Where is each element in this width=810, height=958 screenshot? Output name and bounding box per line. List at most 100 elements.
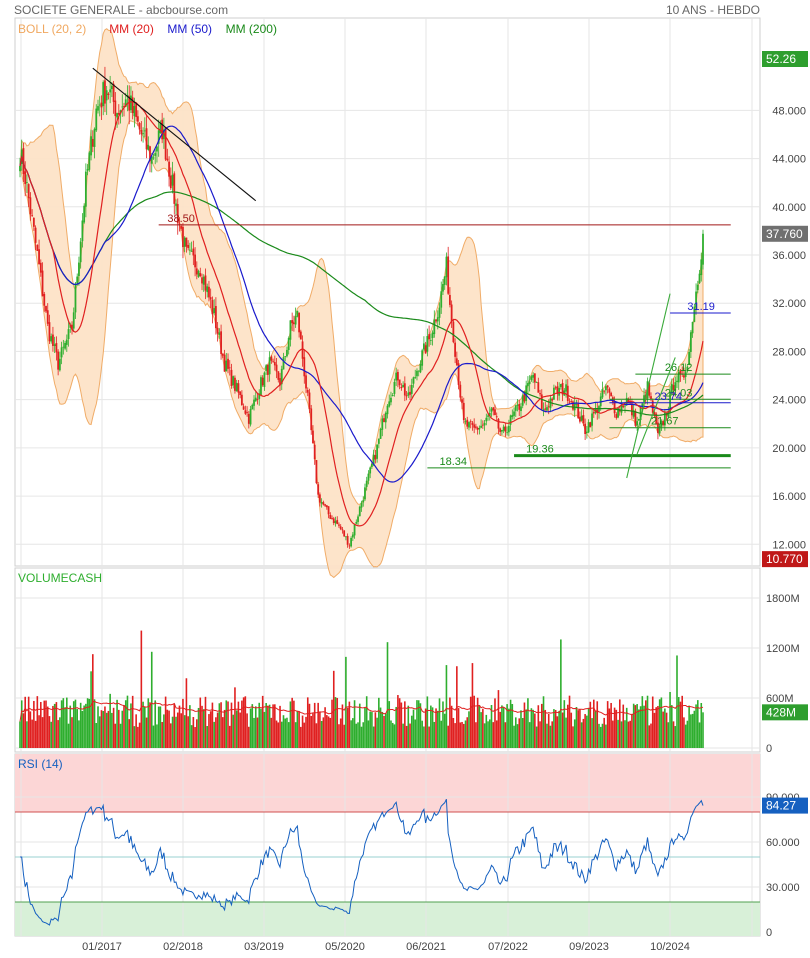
volume-bar [520, 710, 522, 748]
candle-body [700, 259, 703, 276]
candle-body [346, 535, 349, 545]
volume-bar [638, 709, 640, 748]
candle-body [624, 405, 626, 407]
rsi-tick-label: 0 [766, 927, 772, 939]
volume-bar [59, 717, 61, 748]
candle-body [123, 106, 125, 108]
candle-body [689, 332, 692, 352]
candle-body [97, 106, 99, 111]
volume-bar [60, 700, 63, 748]
volume-bar [386, 642, 389, 748]
volume-bar [667, 722, 670, 748]
candle-body [355, 521, 358, 524]
volume-bar [284, 718, 287, 748]
candle-body [301, 341, 304, 359]
candle-body [43, 293, 46, 306]
candle-body [348, 545, 351, 547]
volume-bar [137, 726, 139, 748]
volume-bar [605, 724, 607, 748]
candle-body [435, 319, 437, 322]
candle-body [344, 536, 347, 538]
candle-body [199, 273, 202, 276]
candle-body [232, 376, 235, 386]
candle-body [513, 411, 515, 416]
candle-body [398, 379, 401, 386]
candle-body [527, 383, 529, 387]
candle-body [121, 106, 124, 108]
volume-bar [123, 705, 125, 748]
volume-bar [542, 696, 545, 748]
candle-body [88, 152, 91, 170]
volume-bar [140, 630, 143, 748]
candle-body [608, 388, 611, 393]
candle-body [620, 404, 623, 413]
volume-bar [416, 700, 418, 748]
candle-body [660, 421, 663, 427]
candle-body [27, 184, 30, 199]
volume-bar [651, 696, 654, 748]
candle-body [298, 312, 300, 333]
volume-bar [135, 714, 137, 748]
volume-bar [223, 709, 226, 748]
volume-bar [22, 713, 25, 748]
candle-body [109, 89, 112, 93]
volume-bar [566, 704, 569, 748]
candle-body [133, 105, 136, 117]
candle-body [208, 286, 210, 298]
candle-body [554, 387, 557, 389]
volume-bar [336, 697, 339, 748]
y-tick-label: 24.000 [772, 395, 806, 407]
volume-bar [364, 707, 366, 748]
candle-body [171, 174, 174, 186]
volume-bar [277, 722, 280, 748]
x-tick-label: 01/2017 [82, 941, 122, 953]
candle-body [119, 110, 122, 114]
candle-body [324, 504, 326, 506]
volume-bar [615, 709, 618, 748]
candle-body [261, 377, 264, 386]
volume-legend: VOLUMECASH [18, 571, 102, 585]
volume-bar [144, 706, 146, 748]
candle-body [24, 171, 27, 185]
ma200-line [19, 155, 704, 416]
candle-body [357, 516, 359, 522]
candle-body [462, 402, 465, 421]
candle-body [136, 116, 139, 122]
volume-bar [610, 702, 612, 748]
volume-bar [362, 722, 365, 748]
volume-bar [445, 665, 448, 748]
candle-body [419, 363, 422, 373]
candle-body [227, 358, 229, 369]
candle-body [230, 369, 233, 386]
volume-bar [40, 701, 42, 748]
volume-bar [256, 717, 259, 748]
candle-body [416, 370, 418, 377]
volume-bar [702, 712, 704, 748]
volume-bar [319, 711, 321, 748]
candle-body [168, 161, 170, 177]
candle-body [501, 430, 503, 432]
volume-tick-label: 1200M [766, 643, 800, 655]
volume-bar [241, 700, 243, 748]
candle-body [429, 340, 432, 341]
volume-bar [379, 707, 382, 748]
candle-body [266, 364, 269, 375]
volume-bar [88, 698, 91, 748]
candle-body [577, 403, 580, 419]
volume-bar [464, 720, 467, 748]
volume-bar [69, 705, 72, 748]
volume-bar [655, 707, 657, 748]
volume-bar [235, 710, 238, 748]
volume-bar [170, 723, 172, 748]
volume-bar [293, 700, 295, 748]
candle-body [237, 383, 240, 393]
volume-bar [622, 704, 625, 748]
candle-body [537, 382, 540, 393]
candle-body [365, 480, 368, 487]
candle-body [239, 391, 242, 396]
volume-bar [279, 705, 281, 748]
candle-body [397, 372, 399, 381]
candle-body [691, 321, 694, 334]
legend-item: MM (50) [167, 22, 212, 36]
volume-bar [405, 725, 408, 748]
